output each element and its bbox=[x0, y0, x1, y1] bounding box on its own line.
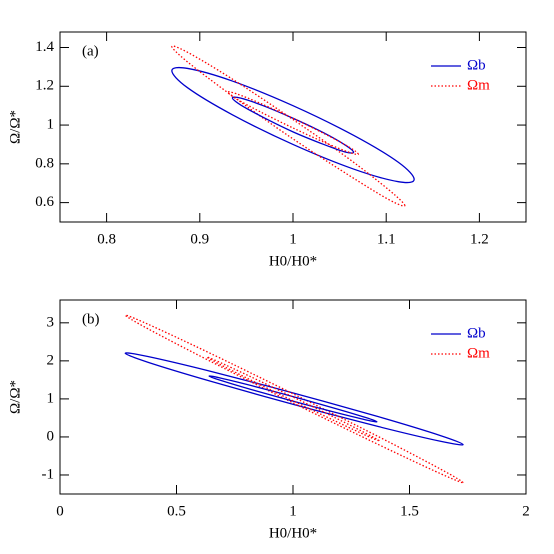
x-axis-label: H0/H0* bbox=[269, 525, 317, 541]
contour bbox=[124, 352, 464, 446]
y-tick-label: 1.2 bbox=[35, 78, 54, 94]
legend-label: Ωm bbox=[467, 77, 490, 93]
x-tick-label: 2 bbox=[522, 503, 530, 519]
y-axis-label: Ω/Ω* bbox=[7, 380, 23, 414]
panel-label: (b) bbox=[82, 311, 100, 327]
contour bbox=[206, 356, 380, 442]
y-tick-label: 0 bbox=[47, 428, 55, 444]
panel: 0 0.5 1 1.5 2 -1 0 1 2 3 H0/H0* Ω/Ω* (b) Ωb Ωm bbox=[7, 299, 530, 541]
panel: 0.8 0.9 1 1.1 1.2 0.6 0.8 1 1.2 1.4 H0/H0* Ω/Ω* (a) Ω… bbox=[7, 31, 527, 269]
y-tick-label: -1 bbox=[42, 466, 55, 482]
contour bbox=[171, 66, 415, 184]
y-tick-label: 1 bbox=[47, 390, 55, 406]
contour bbox=[231, 96, 355, 154]
x-tick-label: 1 bbox=[289, 503, 297, 519]
panel-label: (a) bbox=[82, 43, 99, 59]
y-tick-label: 1.4 bbox=[35, 39, 54, 55]
legend-label: Ωb bbox=[467, 325, 486, 341]
y-axis-label: Ω/Ω* bbox=[7, 110, 23, 144]
x-axis-label: H0/H0* bbox=[269, 253, 317, 269]
x-tick-label: 0 bbox=[56, 503, 64, 519]
contour bbox=[208, 375, 378, 423]
y-tick-label: 0.6 bbox=[35, 194, 54, 210]
legend-label: Ωm bbox=[467, 345, 490, 361]
x-tick-label: 0.5 bbox=[167, 503, 186, 519]
plot-frame bbox=[59, 31, 527, 223]
y-tick-label: 3 bbox=[47, 314, 55, 330]
x-tick-label: 0.9 bbox=[190, 231, 209, 247]
x-tick-label: 1.5 bbox=[400, 503, 419, 519]
y-tick-label: 1 bbox=[47, 116, 55, 132]
legend-label: Ωb bbox=[467, 57, 486, 73]
contour bbox=[227, 91, 359, 156]
y-tick-label: 2 bbox=[47, 352, 55, 368]
y-tick-label: 0.8 bbox=[35, 155, 54, 171]
x-tick-label: 0.8 bbox=[97, 231, 116, 247]
contour bbox=[171, 45, 406, 207]
x-tick-label: 1.1 bbox=[377, 231, 396, 247]
x-tick-label: 1 bbox=[289, 231, 297, 247]
x-tick-label: 1.2 bbox=[470, 231, 489, 247]
contour bbox=[124, 314, 464, 484]
